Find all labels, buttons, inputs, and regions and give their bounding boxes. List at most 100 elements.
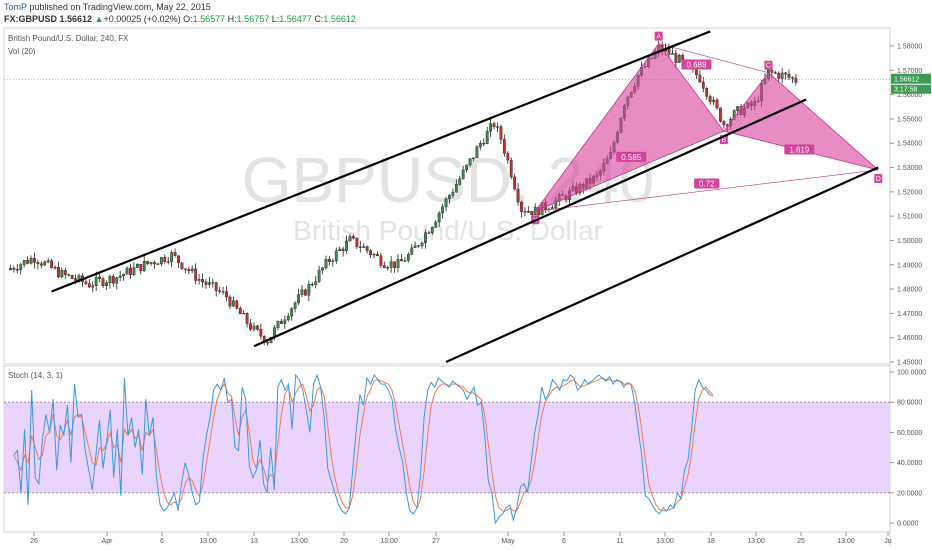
candle-body <box>259 329 263 337</box>
pattern-ratio-label: 0.72 <box>699 180 715 189</box>
low-label: L: <box>271 14 280 24</box>
candle-body <box>125 267 129 275</box>
open-value: 1.56577 <box>192 14 226 24</box>
price-pane[interactable] <box>3 27 891 365</box>
candle-body <box>523 211 527 213</box>
candle-body <box>516 188 520 203</box>
candle-body <box>334 250 338 261</box>
candle-body <box>530 211 534 215</box>
candle-body <box>101 278 105 286</box>
candle-body <box>252 325 256 330</box>
candle-body <box>132 267 136 275</box>
candle-body <box>266 342 270 344</box>
watermark-name: British Pound/U.S. Dollar <box>293 215 603 246</box>
candle-body <box>231 300 235 307</box>
quote-line: FX:GBPUSD 1.56612 ▲+0.00025 (+0.02%) O:1… <box>4 14 356 24</box>
price-tick-label: 1.54000 <box>897 141 922 148</box>
candle-body <box>166 261 170 263</box>
candle-body <box>427 232 431 234</box>
change-arrow-icon: ▲ <box>94 14 104 24</box>
candle-body <box>310 283 314 286</box>
candle-body <box>111 275 115 284</box>
candle-body <box>362 246 366 248</box>
time-tick-label: 13:00 <box>380 538 398 545</box>
candle-body <box>441 206 445 214</box>
stoch-k-line <box>13 373 714 525</box>
channel-line <box>445 166 879 364</box>
candle-body <box>485 131 489 144</box>
candle-body <box>791 77 794 79</box>
pattern-ac-line <box>658 43 769 74</box>
high-value: 1.56757 <box>236 14 270 24</box>
pattern-ratio-badge <box>784 144 815 155</box>
candle-body <box>787 74 791 78</box>
candle-body <box>722 121 726 126</box>
candle-body <box>681 55 685 61</box>
candle-body <box>286 315 290 321</box>
candle-body <box>50 260 53 268</box>
price-tick-label: 1.46000 <box>897 335 922 342</box>
candle-body <box>290 308 294 317</box>
candle-body <box>437 212 441 223</box>
candle-body <box>245 313 249 324</box>
candle-body <box>780 72 784 79</box>
candle-body <box>496 126 499 128</box>
candle-body <box>74 278 78 281</box>
candle-body <box>170 252 174 262</box>
candle-body <box>293 302 297 309</box>
price-tick-label: 1.55000 <box>897 116 922 123</box>
candle-body <box>255 325 259 330</box>
last-price-badge-text: 1.56612 <box>894 77 919 84</box>
candle-body <box>194 268 198 281</box>
candle-body <box>108 275 112 283</box>
stoch-tick-label: 20.0000 <box>897 490 922 497</box>
candle-body <box>29 258 33 264</box>
candle-body <box>33 258 36 263</box>
price-tick-label: 1.56000 <box>897 92 922 99</box>
candle-body <box>122 274 126 277</box>
pattern-xab-triangle <box>534 42 725 213</box>
author-link[interactable]: TomP <box>4 2 27 12</box>
price-tick-label: 1.48000 <box>897 287 922 294</box>
candle-body <box>355 237 359 248</box>
price-labels: 1.56612 3:17:58 <box>4 73 931 94</box>
candle-body <box>9 268 12 270</box>
time-tick-label: 13:00 <box>656 538 674 545</box>
price-tick-label: 1.50000 <box>897 238 922 245</box>
candle-body <box>94 277 98 287</box>
time-tick-label: 18 <box>707 538 715 545</box>
stoch-title: Stoch (14, 3, 1) <box>8 371 63 380</box>
candle-body <box>506 153 510 161</box>
candle-body <box>400 259 403 262</box>
candle-body <box>225 291 228 298</box>
candle-body <box>214 282 218 291</box>
candle-body <box>358 246 362 248</box>
candle-body <box>499 126 503 140</box>
close-value: 1.56612 <box>323 14 356 24</box>
candle-body <box>434 221 438 228</box>
candle-body <box>475 146 479 158</box>
candle-body <box>115 277 119 284</box>
candle-body <box>472 157 475 159</box>
candle-body <box>468 158 472 166</box>
candle-body <box>26 260 29 264</box>
candle-body <box>307 283 311 296</box>
candle-body <box>509 159 513 178</box>
candle-body <box>674 53 678 63</box>
candle-body <box>321 267 324 271</box>
candle-body <box>204 281 208 285</box>
candle-body <box>105 282 108 286</box>
candle-body <box>331 260 335 262</box>
high-label: H: <box>227 14 237 24</box>
candle-body <box>489 123 493 132</box>
candle-body <box>770 69 774 73</box>
candle-body <box>63 270 67 275</box>
candle-body <box>300 289 304 295</box>
candle-body <box>365 246 369 251</box>
candle-body <box>36 262 40 264</box>
candle-body <box>520 201 523 212</box>
candle-body <box>382 265 386 268</box>
candle-body <box>410 247 414 255</box>
pattern-ratio-label: 1.619 <box>789 146 810 155</box>
